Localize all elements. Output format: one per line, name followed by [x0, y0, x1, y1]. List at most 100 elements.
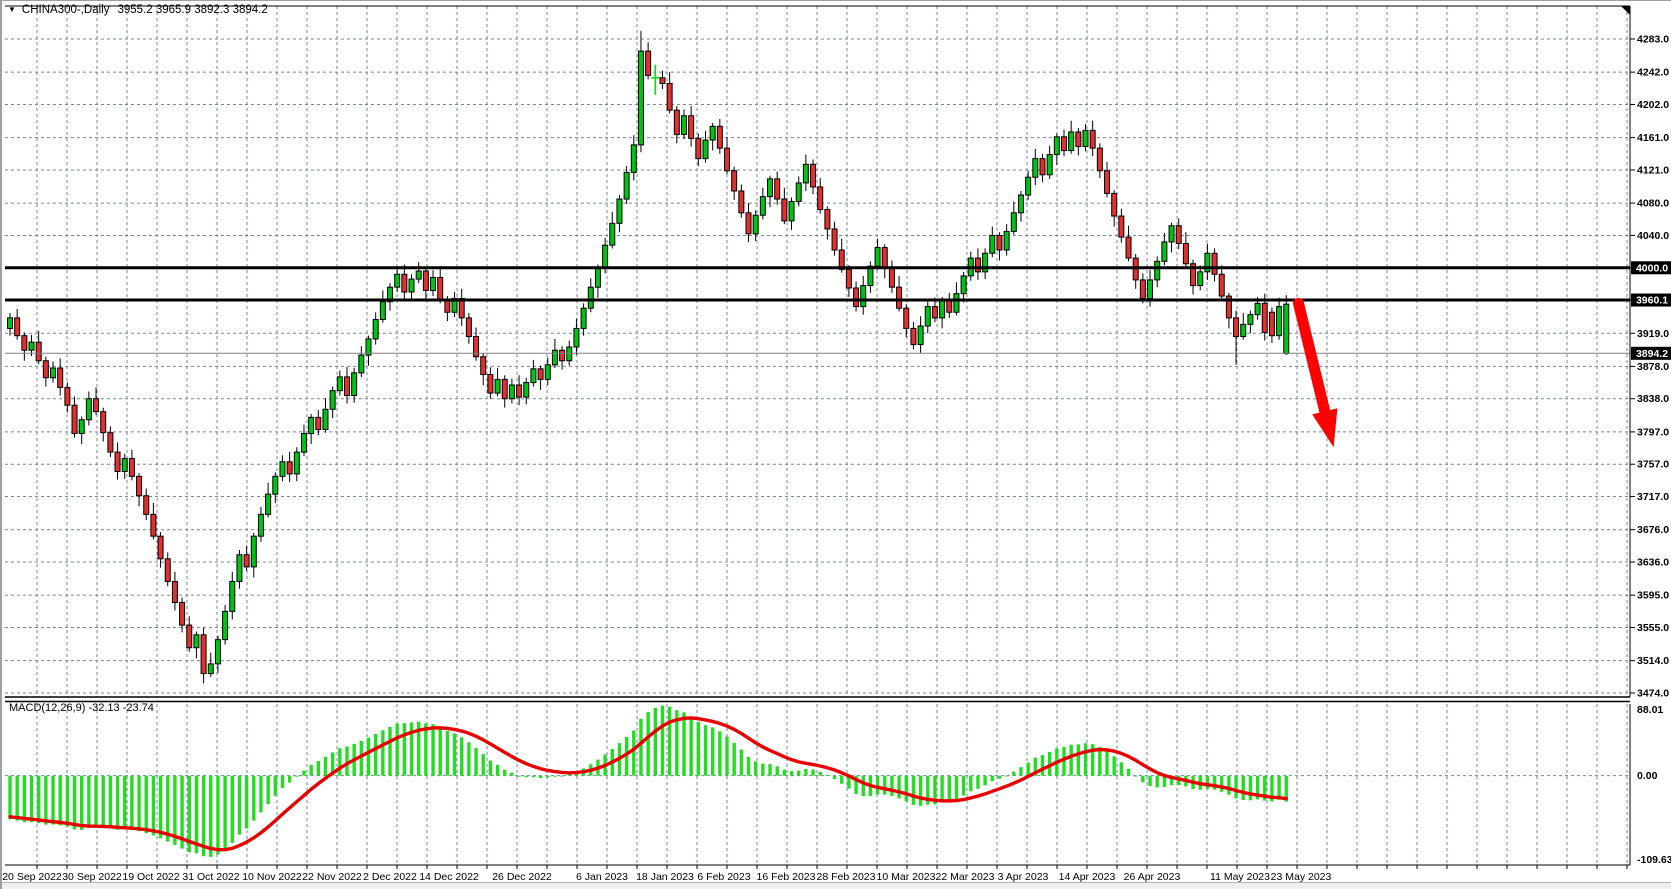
candle-bearish: [422, 270, 429, 291]
candle-bearish: [996, 234, 1003, 251]
macd-histogram-bar: [158, 775, 163, 839]
candle-bullish: [193, 634, 200, 649]
candle-bullish: [1003, 230, 1010, 251]
candle-bearish: [559, 349, 566, 362]
time-axis-label: 3 Apr 2023: [998, 871, 1049, 883]
candle-bullish: [372, 319, 379, 340]
candle-bearish: [974, 257, 981, 273]
macd-histogram-bar: [287, 775, 292, 783]
candle-bearish: [516, 384, 523, 398]
candle-bullish: [1283, 303, 1290, 354]
macd-histogram-bar: [115, 775, 120, 830]
macd-histogram-bar: [1105, 751, 1109, 776]
macd-histogram-bar: [632, 730, 636, 776]
macd-histogram-bar: [1040, 755, 1045, 776]
macd-histogram-bar: [1090, 744, 1095, 776]
candle-bullish: [1168, 225, 1175, 243]
macd-histogram-bar: [216, 775, 220, 855]
candle-bearish: [731, 170, 738, 192]
candle-bearish: [666, 82, 673, 111]
symbol-dropdown-icon[interactable]: ▼: [8, 5, 16, 14]
macd-histogram-bar: [1062, 746, 1066, 776]
candle-bearish: [343, 376, 350, 397]
macd-histogram-bar: [897, 775, 901, 799]
candle-bullish: [874, 247, 881, 267]
candle-bullish: [379, 301, 386, 321]
red-arrow-shaft[interactable]: [1292, 297, 1332, 423]
price-axis-label: 3474.0: [1637, 688, 1669, 700]
candle-bullish: [279, 461, 286, 477]
macd-histogram-bar: [416, 721, 421, 776]
macd-histogram-bar: [409, 722, 414, 776]
candle-bullish: [358, 354, 365, 374]
macd-histogram-bar: [689, 716, 693, 776]
candle-bullish: [702, 139, 709, 160]
candle-bullish: [939, 299, 946, 319]
macd-histogram-bar: [997, 775, 1002, 779]
red-arrow-head[interactable]: [1312, 408, 1338, 448]
macd-histogram-bar: [1119, 762, 1124, 776]
candle-bearish: [695, 137, 702, 160]
macd-histogram-bar: [940, 775, 944, 803]
candle-bullish: [1247, 314, 1254, 325]
candle-bearish: [645, 50, 652, 76]
candle-bullish: [222, 610, 229, 641]
macd-histogram-bar: [1263, 775, 1267, 801]
price-axis-label: 3878.0: [1637, 361, 1669, 373]
macd-histogram-bar: [15, 775, 19, 821]
chart-shift-marker[interactable]: [1621, 6, 1630, 15]
candle-bearish: [136, 475, 143, 497]
candle-bearish: [480, 356, 487, 375]
candle-bearish: [501, 378, 508, 400]
price-axis-label: 3797.0: [1637, 426, 1669, 438]
candle-bearish: [128, 458, 135, 477]
candle-bullish: [630, 144, 637, 173]
macd-histogram-bar: [768, 764, 772, 776]
time-axis-label: 22 Mar 2023: [936, 871, 995, 883]
price-axis-label: 4161.0: [1637, 132, 1669, 144]
candle-bearish: [831, 228, 838, 251]
candle-bullish: [229, 580, 236, 612]
candle-bullish: [50, 367, 57, 379]
candle-bearish: [171, 580, 178, 603]
macd-histogram-bar: [467, 742, 471, 776]
candles: [7, 30, 1290, 684]
macd-histogram-bar: [1234, 775, 1238, 799]
candle-bearish: [64, 386, 71, 406]
macd-histogram-bar: [782, 769, 787, 776]
axes[interactable]: 4283.0 4242.0 4202.0 4161.0 4121.0 4080.0 4040…: [2, 34, 1671, 884]
macd-histogram-bar: [438, 727, 442, 776]
macd-histogram-bar: [667, 706, 672, 776]
candle-bearish: [473, 335, 480, 358]
macd-histogram-bar: [510, 772, 514, 776]
candle-bearish: [179, 601, 186, 626]
candle-bearish: [910, 327, 917, 346]
macd-histogram-bar: [151, 775, 156, 836]
macd-histogram-bar: [861, 775, 865, 797]
macd-indicator-label: MACD(12,26,9) -32.13 -23.74: [9, 702, 154, 714]
time-axis-label: 14 Apr 2023: [1059, 871, 1116, 883]
macd-histogram-bar: [431, 724, 435, 776]
candle-bearish: [157, 535, 164, 560]
candle-bearish: [896, 286, 903, 309]
macd-histogram-bar: [381, 730, 385, 776]
macd-histogram-bar: [1248, 775, 1253, 801]
drawing-objects[interactable]: [5, 266, 1630, 448]
candle-bearish: [93, 398, 100, 413]
candle-bullish: [594, 267, 601, 288]
macd-histogram-bar: [330, 752, 335, 776]
candle-bullish: [121, 458, 128, 472]
candle-bullish: [336, 376, 343, 392]
candle-bearish: [1139, 279, 1146, 299]
price-axis-label: 3595.0: [1637, 590, 1669, 602]
candle-bullish: [1017, 194, 1024, 214]
macd-panel[interactable]: [8, 705, 1288, 857]
macd-histogram-bar: [933, 775, 937, 805]
candle-bearish: [1261, 302, 1268, 333]
macd-histogram-bar: [875, 775, 880, 795]
chart-ohlc-values: 3955.2 3965.9 3892.3 3894.2: [117, 4, 268, 16]
price-axis-label: 4121.0: [1637, 164, 1669, 176]
time-axis-label: 22 Nov 2022: [302, 871, 362, 883]
macd-histogram-bar: [123, 775, 127, 830]
